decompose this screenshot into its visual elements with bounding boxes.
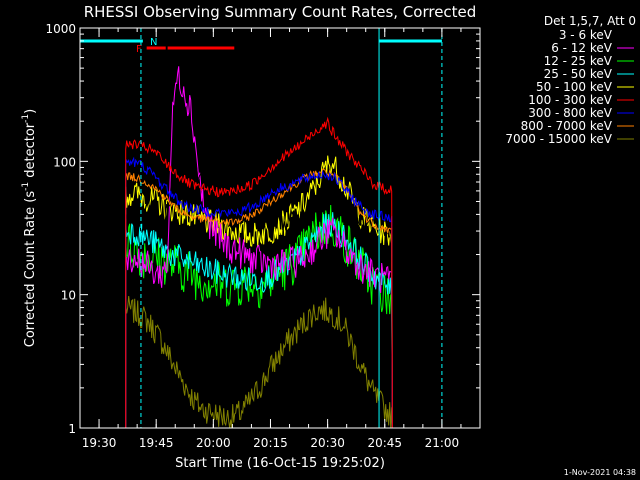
series-line xyxy=(125,212,393,429)
legend-header: Det 1,5,7, Att 0 xyxy=(544,14,636,28)
x-tick-label: 20:00 xyxy=(196,436,231,450)
legend-entry-label: 300 - 800 keV xyxy=(528,106,612,120)
footer-date: 1-Nov-2021 04:38 xyxy=(564,468,636,477)
series-line xyxy=(125,168,393,429)
legend-entry-label: 3 - 6 keV xyxy=(559,28,613,42)
x-tick-label: 21:00 xyxy=(425,436,460,450)
y-tick-label: 1 xyxy=(68,422,76,436)
x-tick-label: 20:15 xyxy=(253,436,288,450)
y-axis-label: Corrected Count Rate (s-1 detector-1) xyxy=(21,109,38,347)
plot-frame xyxy=(79,27,481,429)
legend-entry-label: 7000 - 15000 keV xyxy=(505,132,612,146)
flag-bar-F xyxy=(167,46,235,50)
x-tick-label: 20:45 xyxy=(367,436,402,450)
series-line xyxy=(125,296,393,429)
x-tick-label: 20:30 xyxy=(310,436,345,450)
x-tick-label: 19:30 xyxy=(82,436,117,450)
flag-bar-F xyxy=(146,46,166,50)
series-line xyxy=(125,121,393,429)
reference-lines xyxy=(79,28,443,428)
legend-entry-label: 6 - 12 keV xyxy=(551,41,613,55)
y-tick-label: 100 xyxy=(53,155,76,169)
legend-entry-label: 50 - 100 keV xyxy=(536,80,613,94)
chart-title: RHESSI Observing Summary Count Rates, Co… xyxy=(84,3,477,21)
x-axis: 19:30 19:45 20:00 20:15 20:30 20:45 21:00 xyxy=(82,28,462,450)
legend-entry-label: 12 - 25 keV xyxy=(544,54,613,68)
x-tick-label: 19:45 xyxy=(139,436,174,450)
flag-bar-N xyxy=(80,39,143,43)
legend-entry-label: 25 - 50 keV xyxy=(544,67,613,81)
series-lines xyxy=(125,66,393,429)
y-tick-label: 1000 xyxy=(45,22,76,36)
series-line xyxy=(125,156,393,429)
y-tick-label: 10 xyxy=(61,289,76,303)
flag-bars xyxy=(80,39,442,50)
legend-entry-label: 800 - 7000 keV xyxy=(521,119,613,133)
flag-label-n: N xyxy=(150,37,157,48)
x-axis-label: Start Time (16-Oct-15 19:25:02) xyxy=(175,456,385,471)
series-line xyxy=(125,116,393,429)
legend-entry-label: 100 - 300 keV xyxy=(528,93,612,107)
flag-bar-N xyxy=(379,39,442,43)
flag-label-f: F xyxy=(136,44,142,55)
series-line xyxy=(125,204,393,429)
y-axis: 1 10 100 1000 xyxy=(45,22,480,436)
